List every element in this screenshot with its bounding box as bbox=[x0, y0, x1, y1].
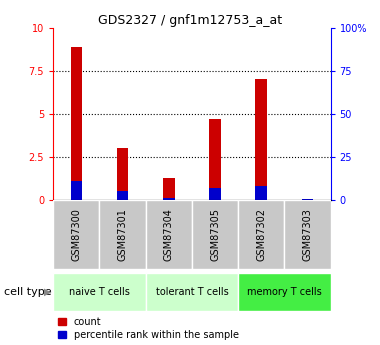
Bar bbox=[163, 178, 174, 200]
Text: ▶: ▶ bbox=[44, 287, 51, 296]
Bar bbox=[302, 199, 313, 200]
Bar bbox=[302, 199, 313, 200]
Text: GSM87303: GSM87303 bbox=[302, 208, 312, 261]
Bar bbox=[71, 181, 82, 200]
Bar bbox=[146, 200, 192, 269]
Bar bbox=[238, 273, 331, 310]
Bar bbox=[255, 186, 267, 200]
Bar bbox=[53, 200, 100, 269]
Text: GSM87302: GSM87302 bbox=[256, 208, 266, 261]
Bar bbox=[71, 47, 82, 200]
Bar bbox=[209, 119, 221, 200]
Bar bbox=[163, 197, 174, 200]
Legend: count, percentile rank within the sample: count, percentile rank within the sample bbox=[58, 317, 239, 340]
Bar bbox=[53, 273, 146, 310]
Text: memory T cells: memory T cells bbox=[247, 287, 322, 296]
Bar bbox=[117, 191, 128, 200]
Text: GSM87301: GSM87301 bbox=[117, 208, 128, 261]
Bar bbox=[255, 79, 267, 200]
Text: naive T cells: naive T cells bbox=[69, 287, 130, 296]
Bar bbox=[192, 200, 238, 269]
Bar bbox=[238, 200, 284, 269]
Text: GSM87305: GSM87305 bbox=[210, 208, 220, 261]
Bar bbox=[209, 188, 221, 200]
Bar bbox=[284, 200, 331, 269]
Text: GSM87300: GSM87300 bbox=[71, 208, 81, 261]
Bar bbox=[117, 148, 128, 200]
Bar bbox=[100, 200, 146, 269]
Text: tolerant T cells: tolerant T cells bbox=[155, 287, 228, 296]
Text: GDS2327 / gnf1m12753_a_at: GDS2327 / gnf1m12753_a_at bbox=[98, 14, 282, 27]
Text: GSM87304: GSM87304 bbox=[164, 208, 174, 261]
Bar bbox=[146, 273, 238, 310]
Text: cell type: cell type bbox=[4, 287, 51, 296]
